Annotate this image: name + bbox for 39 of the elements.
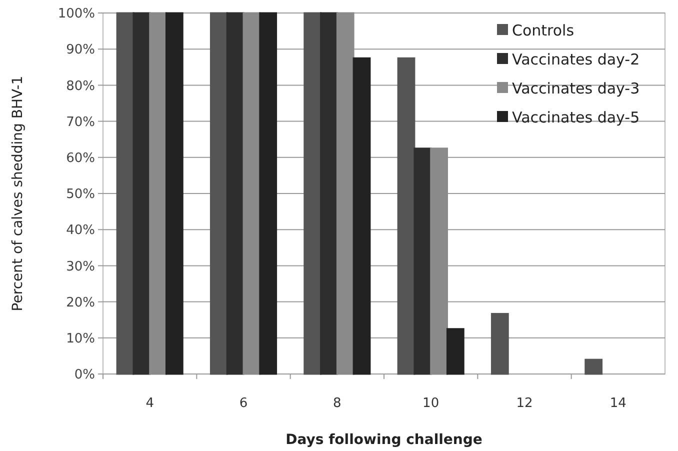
bar [414,148,432,375]
bar [352,57,371,375]
legend-label: Vaccinates day-5 [512,108,640,126]
bar [446,328,464,375]
bar [490,312,509,375]
y-tick-label: 100% [58,6,95,22]
y-tick-label: 90% [66,42,95,58]
bar [210,12,228,375]
y-tick-label: 40% [66,223,95,238]
y-tick-label: 20% [66,295,95,310]
x-tick-label: 8 [333,396,342,411]
bar [430,148,448,375]
bar [304,12,322,375]
bar [132,12,151,375]
bar [320,12,338,375]
bar [149,12,167,375]
legend-label: Vaccinates day-2 [512,50,640,68]
bar [584,358,603,375]
x-tick-label: 10 [422,396,440,411]
y-axis-title: Percent of calves shedding BHV-1 [10,76,26,312]
y-tick-label: 0% [74,368,95,383]
legend-label: Vaccinates day-3 [512,79,640,98]
y-tick-label: 30% [66,259,95,274]
x-tick-label: 6 [239,396,248,411]
legend-label: Controls [512,21,574,40]
bar [336,12,354,375]
y-tick-label: 80% [66,78,95,94]
y-tick-label: 10% [66,331,95,346]
x-tick-label: 14 [610,396,626,411]
y-tick-label: 60% [66,150,95,166]
x-tick-label: 4 [146,396,154,411]
bar [165,12,184,375]
x-axis-title: Days following challenge [286,432,482,448]
bar [397,57,416,375]
x-tick-label: 12 [516,396,533,411]
bar [226,12,244,375]
bar [259,12,278,375]
y-tick-label: 50% [66,187,95,202]
y-tick-label: 70% [66,114,95,130]
